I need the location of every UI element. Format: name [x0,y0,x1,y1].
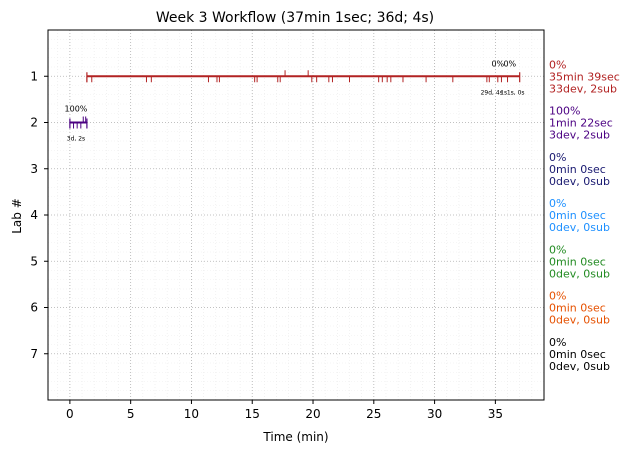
x-axis-label: Time (min) [262,430,328,444]
lab-6-dev-sub-label: 0dev, 0sub [549,314,610,327]
ticks-layer: 0 5 10 15 20 25 30 35 1 2 3 4 5 6 7 [30,29,545,421]
lab-3-duration-label: 0min 0sec [549,163,606,176]
lab-1-percent-annotation: 0% [491,59,504,68]
lab-2-duration-label: 1min 22sec [549,117,613,130]
y-tick-label: 7 [30,347,38,361]
plot-frame [47,29,545,401]
lab-1-percent-annotation: 0% [503,59,516,68]
lab-5-duration-label: 0min 0sec [549,255,606,268]
lab-4-dev-sub-label: 0dev, 0sub [549,221,610,234]
y-tick-label: 1 [30,69,38,83]
x-tick-label: 20 [305,407,320,421]
chart-title: Week 3 Workflow (37min 1sec; 36d; 4s) [156,10,434,26]
lab-6-percent-label: 0% [549,290,566,303]
lab-2-dev-sub-label: 3dev, 2sub [549,129,610,142]
lab-2-bottom-annotation: 3d, 2s [67,136,85,143]
x-tick-label: 10 [184,407,199,421]
x-tick-label: 25 [366,407,381,421]
lab-2-percent-annotation: 100% [65,105,88,114]
lab-7-duration-label: 0min 0sec [549,348,606,361]
y-tick-label: 5 [30,254,38,268]
lab-1-bottom-annotation: 1s, 0s [507,89,525,96]
lab-4-percent-label: 0% [549,197,566,210]
x-tick-label: 5 [127,407,135,421]
lab-3-dev-sub-label: 0dev, 0sub [549,175,610,188]
y-axis-label: Lab # [10,198,24,234]
y-tick-label: 4 [30,208,38,222]
y-tick-label: 2 [30,116,38,130]
lab-1-percent-label: 0% [549,58,566,71]
lab-3-percent-label: 0% [549,151,566,164]
y-tick-label: 6 [30,301,38,315]
lab-6-duration-label: 0min 0sec [549,302,606,315]
y-tick-label: 3 [30,162,38,176]
lab-5-percent-label: 0% [549,243,566,256]
lab-2-percent-label: 100% [549,105,580,118]
lab-1-bottom-annotation: 29d, 4s [481,89,503,96]
lab-1-duration-label: 35min 39sec [549,70,620,83]
lab-7-percent-label: 0% [549,336,566,349]
lab-1-dev-sub-label: 33dev, 2sub [549,82,617,95]
lab-1-bottom-annotation: 1s [500,89,507,96]
lab-7-dev-sub-label: 0dev, 0sub [549,360,610,373]
lab-5-dev-sub-label: 0dev, 0sub [549,267,610,280]
x-tick-label: 15 [245,407,260,421]
lab-4-duration-label: 0min 0sec [549,209,606,222]
x-tick-label: 35 [488,407,503,421]
x-tick-label: 0 [66,407,74,421]
x-tick-label: 30 [427,407,442,421]
grid-layer [48,30,544,400]
